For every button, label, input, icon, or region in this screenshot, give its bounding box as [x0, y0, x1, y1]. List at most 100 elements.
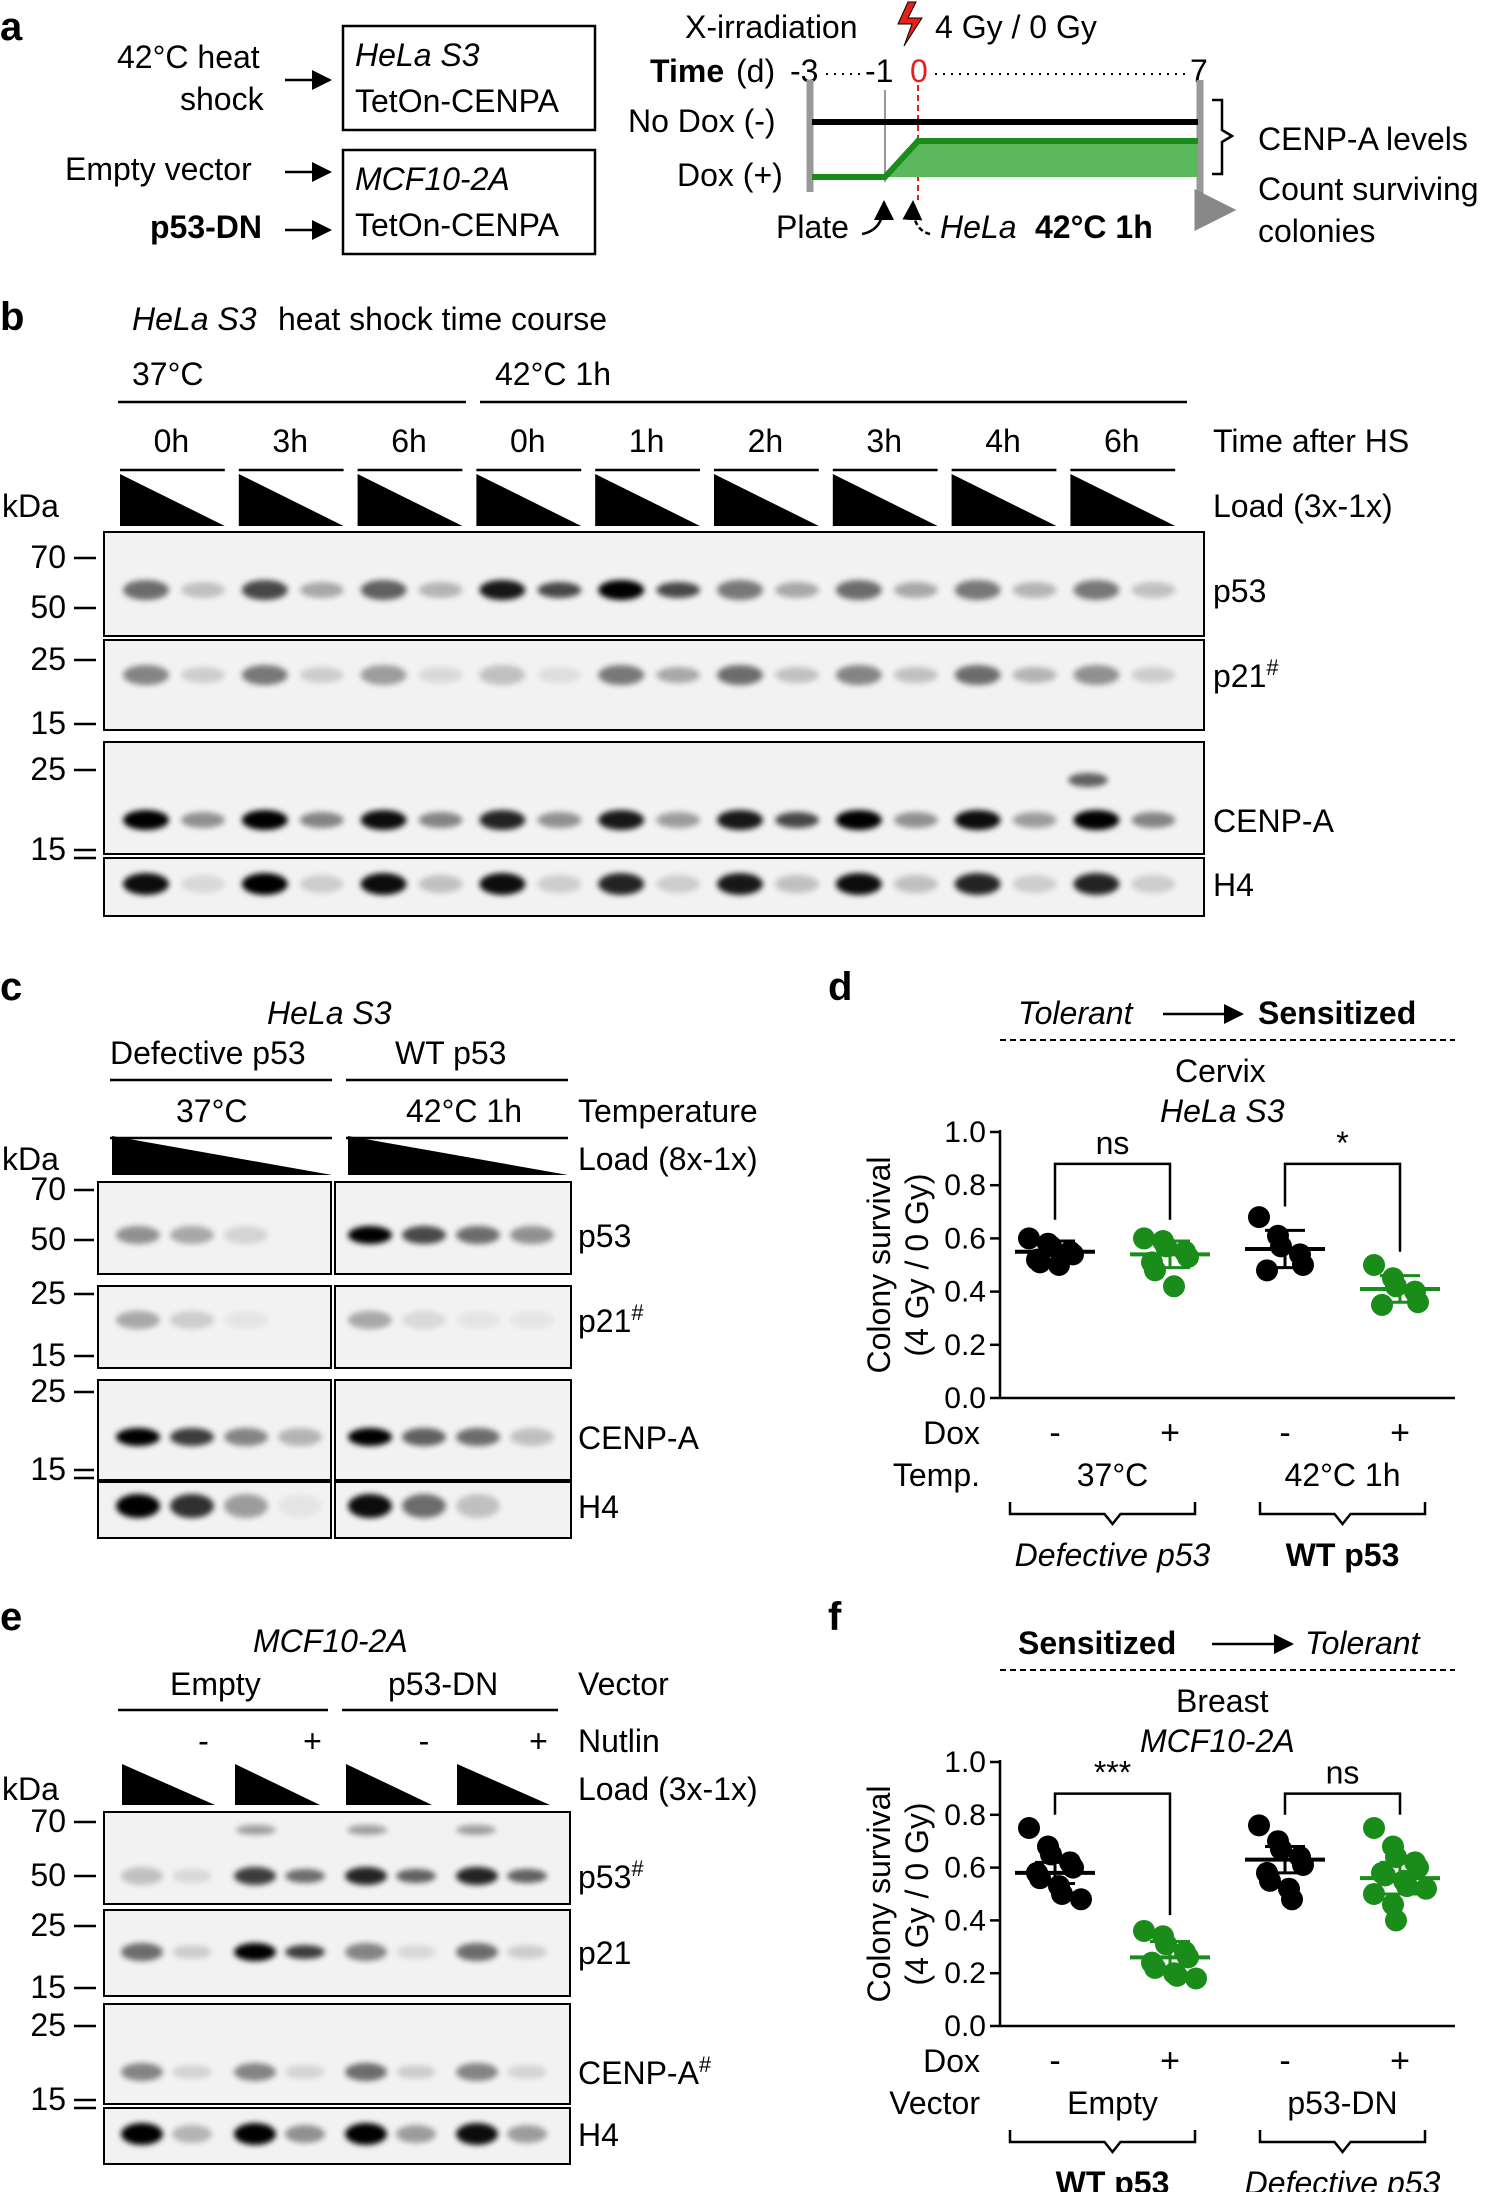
b-time-label: 1h	[629, 423, 665, 459]
blot-band	[234, 1867, 276, 1885]
b-blot-label-p21: p21#	[1213, 655, 1279, 695]
b-title-rest: heat shock time course	[278, 301, 607, 337]
no-dox-label: No Dox (-)	[628, 103, 776, 139]
c-blot-label-cenpa: CENP-A	[578, 1420, 700, 1456]
b-blot-cenpa: CENP-A	[103, 741, 1335, 855]
tick-minus3: -3	[790, 53, 818, 89]
mcf-construct-box	[341, 148, 597, 256]
significance-bracket	[1053, 1792, 1172, 1916]
blot-band	[172, 1869, 212, 1883]
blot-band	[456, 2123, 498, 2145]
blot-band	[345, 1943, 387, 1961]
dox-value: +	[1160, 2042, 1180, 2080]
c-blot-p21: p21#	[97, 1285, 644, 1369]
blot-band	[507, 2125, 547, 2143]
panel-label-c: c	[0, 965, 22, 1009]
b-cond-37: 37°C	[132, 356, 204, 392]
d-sensitized: Sensitized	[1258, 995, 1416, 1031]
significance-label: *	[1336, 1125, 1348, 1161]
blot-band	[348, 1311, 392, 1329]
b-time-after: Time after HS	[1213, 423, 1409, 459]
e-kda-marker: 15	[30, 2081, 66, 2117]
significance-bracket	[1053, 1162, 1172, 1220]
xirr-label: X-irradiation	[685, 9, 858, 45]
data-point	[1048, 1254, 1070, 1276]
blot-band	[234, 2123, 276, 2145]
condition-2: 42°C 1h	[1285, 1457, 1401, 1493]
blot-band	[775, 667, 819, 683]
blot-band	[116, 1428, 160, 1446]
y-tick-label: 1.0	[944, 1116, 986, 1149]
data-point	[1133, 1919, 1155, 1942]
blot-band	[456, 1428, 500, 1446]
heat-shock-line2: shock	[180, 81, 265, 117]
blot-band	[224, 1226, 268, 1244]
blot-band	[299, 667, 344, 683]
y-tick-label: 0.0	[944, 2010, 986, 2043]
blot-band	[1012, 667, 1057, 683]
c-kda-marker: 25	[30, 1275, 66, 1311]
blot-band	[172, 2125, 212, 2143]
blot-band	[775, 875, 819, 893]
blot-band	[170, 1226, 214, 1244]
b-blot-label-p53: p53	[1213, 573, 1266, 609]
data-point	[1185, 1967, 1207, 1990]
blot-band	[236, 1825, 276, 1835]
tick-minus1: -1	[865, 53, 893, 89]
significance-label: ***	[1094, 1755, 1131, 1791]
data-point	[1385, 1909, 1407, 1932]
c-kda-marker: 70	[30, 1171, 66, 1207]
blot-band	[1131, 582, 1176, 598]
dox-value: +	[1390, 1414, 1410, 1452]
blot-band	[717, 873, 763, 895]
c-blot-p53: p53	[97, 1181, 631, 1275]
blot-band	[954, 873, 1001, 895]
e-nutlin-value: -	[419, 1723, 430, 1759]
hela-box-line1: HeLa S3	[355, 37, 480, 73]
blot-band	[360, 810, 407, 830]
b-kda: kDa	[2, 488, 59, 524]
e-blot-cenpa: CENP-A#	[103, 2003, 712, 2105]
data-point	[1029, 1867, 1051, 1890]
c-title: HeLa S3	[267, 995, 392, 1031]
blot-band	[893, 812, 938, 828]
b-load-triangle	[357, 474, 463, 526]
c-load: Load (8x-1x)	[578, 1141, 758, 1177]
blot-band	[181, 667, 225, 683]
e-kda-marker: 25	[30, 2007, 66, 2043]
b-time-label: 6h	[391, 423, 427, 459]
b-time-label: 0h	[510, 423, 546, 459]
b-cond-42: 42°C 1h	[495, 356, 611, 392]
blot-band	[479, 873, 526, 895]
blot-band	[123, 810, 169, 830]
blot-band	[360, 580, 407, 600]
c-kda-marker: 25	[30, 1373, 66, 1409]
y-tick-label: 0.8	[944, 1169, 986, 1202]
y-axis-label-line2: (4 Gy / 0 Gy)	[899, 1802, 935, 1985]
data-point	[1292, 1254, 1314, 1276]
blot-band	[775, 812, 819, 828]
y-tick-label: 0.0	[944, 1382, 986, 1415]
panel-a: a 42°C heat shock HeLa S3 TetOn-CENPA Em…	[0, 1, 1479, 256]
y-tick-label: 0.2	[944, 1329, 986, 1362]
b-load-triangle	[476, 474, 582, 526]
blot-band	[775, 582, 819, 598]
b-time-label: 3h	[272, 423, 308, 459]
blot-band	[1012, 582, 1057, 598]
blot-band	[360, 873, 407, 895]
row2-label: Temp.	[893, 1457, 980, 1493]
condition-1: Empty	[1067, 2085, 1158, 2121]
blot-band	[116, 1311, 160, 1329]
blot-band	[360, 665, 407, 685]
blot-band	[456, 1943, 498, 1961]
blot-band	[598, 873, 645, 895]
condition-1: 37°C	[1077, 1457, 1149, 1493]
blot-band	[835, 665, 882, 685]
blot-band	[835, 873, 882, 895]
c-kda: kDa	[2, 1141, 59, 1177]
b-blot-label-cenpa: CENP-A	[1213, 803, 1335, 839]
condition-2: p53-DN	[1287, 2085, 1397, 2121]
blot-band	[717, 810, 763, 830]
group-brace	[1258, 1502, 1427, 1527]
f-cell: MCF10-2A	[1140, 1723, 1295, 1759]
